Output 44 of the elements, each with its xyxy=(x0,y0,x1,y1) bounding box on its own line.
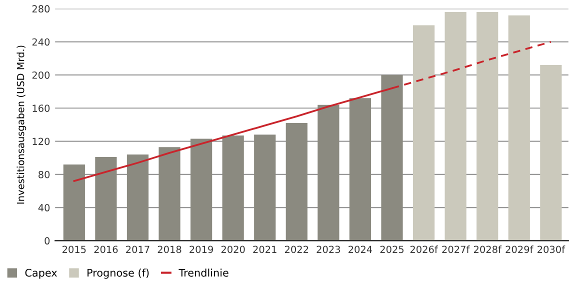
bar xyxy=(318,104,340,241)
y-tick-label: 280 xyxy=(32,5,50,13)
x-tick-label: 2025 xyxy=(380,246,404,254)
y-tick-label: 80 xyxy=(38,170,50,178)
x-tick-label: 2022 xyxy=(284,246,308,254)
bar xyxy=(540,65,562,241)
bar xyxy=(222,135,244,241)
y-tick-label: 160 xyxy=(32,104,50,112)
x-tick-label: 2023 xyxy=(316,246,340,254)
legend-label: Capex xyxy=(25,268,57,279)
bar xyxy=(254,134,276,241)
y-tick-label: 120 xyxy=(32,138,50,146)
x-tick-label: 2026f xyxy=(410,246,438,254)
bar xyxy=(190,138,212,241)
x-tick-label: 2021 xyxy=(253,246,276,254)
x-tick-label: 2029f xyxy=(506,246,534,254)
bar xyxy=(158,147,180,241)
x-tick-label: 2028f xyxy=(474,246,502,254)
x-tick-label: 2019 xyxy=(190,246,213,254)
bar xyxy=(95,157,117,241)
legend-label: Trendlinie xyxy=(178,268,228,277)
y-tick-label: 240 xyxy=(32,38,50,46)
y-tick-label: 40 xyxy=(38,204,50,212)
x-tick-label: 2016 xyxy=(94,246,118,254)
bar xyxy=(126,154,149,241)
y-tick-label: 200 xyxy=(32,71,50,79)
bar xyxy=(63,164,85,241)
legend-label: Prognose (f) xyxy=(88,268,149,279)
bar xyxy=(444,12,466,241)
y-tick-label: 0 xyxy=(44,237,50,245)
bar xyxy=(381,74,403,241)
bar xyxy=(508,15,530,241)
x-tick-label: 2030f xyxy=(538,246,566,254)
bar xyxy=(349,98,372,241)
x-tick-label: 2015 xyxy=(62,246,86,254)
bar xyxy=(476,12,498,241)
x-tick-label: 2018 xyxy=(158,246,182,254)
x-tick-label: 2020 xyxy=(221,246,245,254)
bar xyxy=(286,123,308,241)
bar xyxy=(412,25,435,241)
x-tick-label: 2017 xyxy=(126,246,150,254)
x-tick-label: 2024 xyxy=(348,246,372,254)
x-tick-label: 2027f xyxy=(442,246,470,254)
y-axis-title: Investitionsausgaben (USD Mrd.) xyxy=(16,46,26,204)
